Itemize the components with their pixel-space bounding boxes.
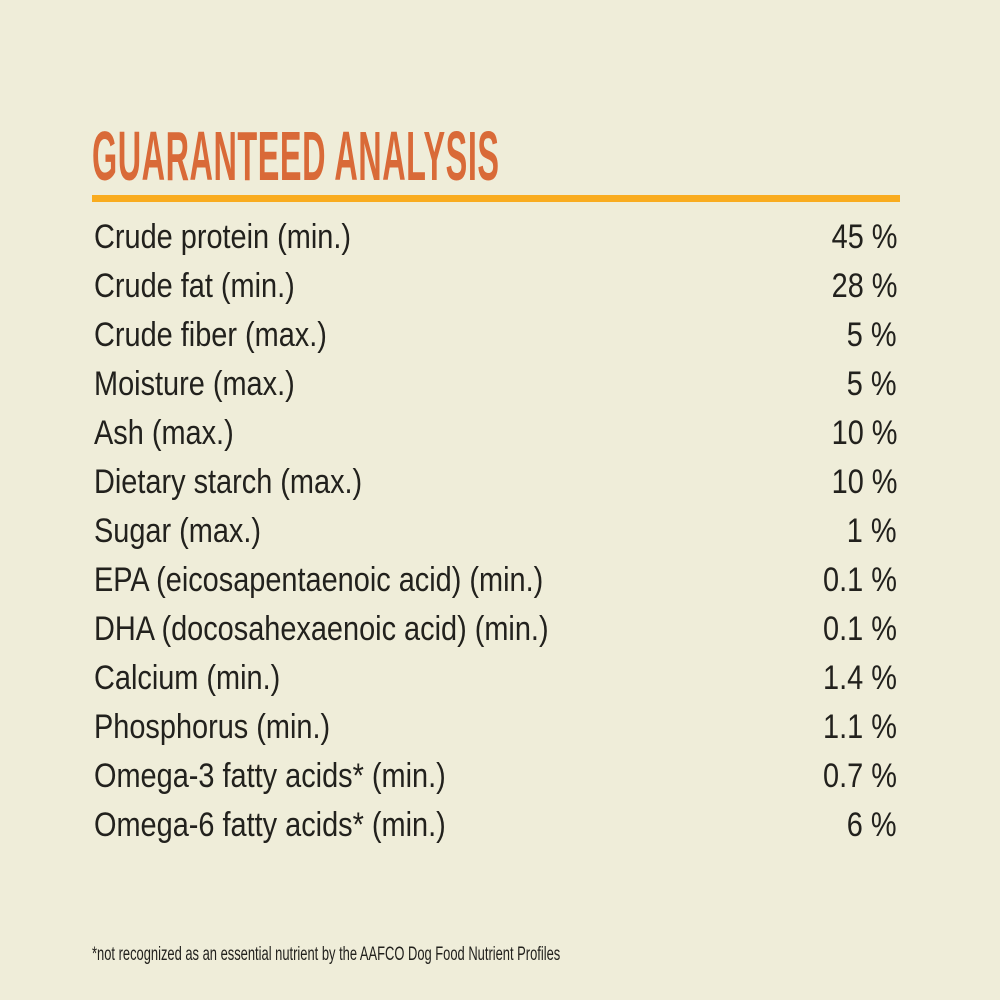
nutrient-label: Sugar (max.) [94, 512, 262, 550]
page-title: GUARANTEED ANALYSIS [92, 117, 500, 195]
table-row: Moisture (max.) 5 % [94, 360, 897, 409]
nutrient-label: Omega-6 fatty acids* (min.) [94, 806, 446, 844]
table-row: Ash (max.) 10 % [94, 409, 897, 458]
table-row: Phosphorus (min.) 1.1 % [94, 703, 897, 752]
nutrient-label: Phosphorus (min.) [94, 708, 331, 746]
nutrient-value: 45 % [831, 218, 897, 256]
nutrient-value: 0.7 % [823, 757, 897, 795]
table-row: DHA (docosahexaenoic acid) (min.) 0.1 % [94, 605, 897, 654]
nutrient-value: 10 % [831, 463, 897, 501]
table-row: Calcium (min.) 1.4 % [94, 654, 897, 703]
nutrient-value: 10 % [831, 414, 897, 452]
nutrient-label: EPA (eicosapentaenoic acid) (min.) [94, 561, 544, 599]
nutrient-label: Dietary starch (max.) [94, 463, 363, 501]
table-row: Crude fat (min.) 28 % [94, 262, 897, 311]
nutrient-value: 5 % [847, 365, 897, 403]
table-row: Crude protein (min.) 45 % [94, 213, 897, 262]
title-underline [92, 195, 900, 202]
nutrient-label: Crude protein (min.) [94, 218, 351, 256]
nutrient-label: Crude fiber (max.) [94, 316, 327, 354]
nutrient-label: Crude fat (min.) [94, 267, 295, 305]
table-row: Omega-6 fatty acids* (min.) 6 % [94, 801, 897, 850]
table-row: Sugar (max.) 1 % [94, 507, 897, 556]
nutrient-value: 0.1 % [823, 561, 897, 599]
footnote: *not recognized as an essential nutrient… [92, 944, 561, 965]
nutrient-label: Omega-3 fatty acids* (min.) [94, 757, 446, 795]
nutrient-label: DHA (docosahexaenoic acid) (min.) [94, 610, 549, 648]
nutrient-value: 0.1 % [823, 610, 897, 648]
nutrient-value: 1.1 % [823, 708, 897, 746]
nutrient-label: Moisture (max.) [94, 365, 295, 403]
nutrient-value: 5 % [847, 316, 897, 354]
table-row: Omega-3 fatty acids* (min.) 0.7 % [94, 752, 897, 801]
nutrient-value: 1.4 % [823, 659, 897, 697]
table-row: Dietary starch (max.) 10 % [94, 458, 897, 507]
nutrient-label: Ash (max.) [94, 414, 234, 452]
table-row: Crude fiber (max.) 5 % [94, 311, 897, 360]
nutrient-table: Crude protein (min.) 45 % Crude fat (min… [94, 213, 897, 850]
nutrient-value: 1 % [847, 512, 897, 550]
nutrient-label: Calcium (min.) [94, 659, 281, 697]
table-row: EPA (eicosapentaenoic acid) (min.) 0.1 % [94, 556, 897, 605]
nutrient-value: 28 % [831, 267, 897, 305]
nutrient-value: 6 % [847, 806, 897, 844]
